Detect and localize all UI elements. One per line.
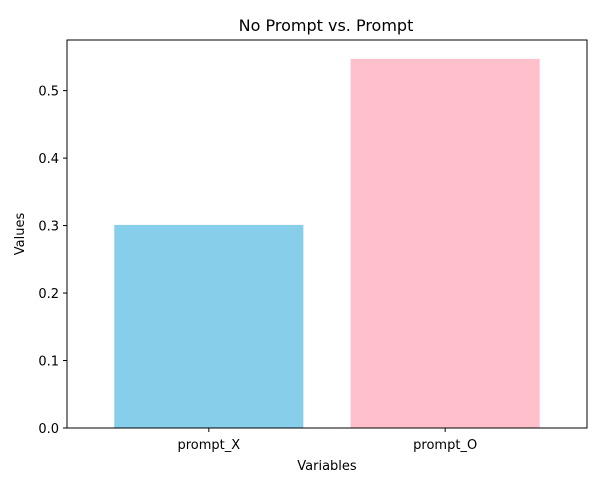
x-tick-label: prompt_X <box>177 438 240 453</box>
bar-prompt_O <box>350 58 540 428</box>
y-tick-label: 0.2 <box>38 287 59 302</box>
x-axis-ticks: prompt_X prompt_O <box>177 428 477 453</box>
bars-group <box>114 58 540 428</box>
y-tick-label: 0.3 <box>38 220 59 235</box>
chart-title: No Prompt vs. Prompt <box>239 16 414 35</box>
x-tick-label: prompt_O <box>413 438 477 453</box>
y-tick-label: 0.1 <box>38 355 59 370</box>
y-tick-label: 0.0 <box>38 422 59 437</box>
y-tick-label: 0.4 <box>38 152 59 167</box>
x-axis-label: Variables <box>297 459 357 474</box>
y-tick-label: 0.5 <box>38 85 59 100</box>
y-axis-label: Values <box>13 213 28 256</box>
bar-prompt_X <box>114 224 304 428</box>
y-axis-ticks: 0.0 0.1 0.2 0.3 0.4 0.5 <box>38 85 67 437</box>
plot-frame <box>66 39 588 429</box>
